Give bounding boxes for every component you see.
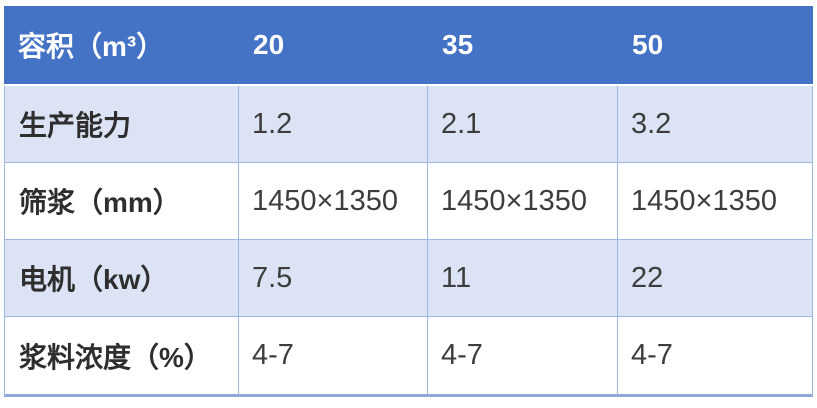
header-cell-model-20: 20 [253, 29, 285, 60]
value-cell: 22 [631, 261, 664, 294]
row-label: 生产能力 [5, 86, 239, 162]
value-cell: 4-7 [239, 317, 428, 394]
table-header-row: 容积（m³） 20 35 50 [4, 6, 813, 86]
table-row-screen-size: 筛浆（mm） 1450×1350 1450×1350 1450×1350 [5, 163, 812, 240]
header-cell-model-35: 35 [442, 29, 474, 60]
value-cell: 3.2 [631, 107, 672, 140]
product-spec-table: 容积（m³） 20 35 50 生产能力 1.2 2.1 3.2 筛浆（mm） … [4, 6, 813, 397]
value-cell: 1.2 [239, 86, 428, 162]
value-cell: 7.5 [239, 240, 428, 316]
header-cell-capacity: 容积（m³） [18, 31, 165, 62]
row-label: 电机（kw） [5, 240, 239, 316]
value-cell: 11 [428, 240, 618, 316]
header-cell-model-50: 50 [632, 29, 664, 60]
table-row-pulp-concentration: 浆料浓度（%） 4-7 4-7 4-7 [5, 317, 812, 394]
table-row-production-capacity: 生产能力 1.2 2.1 3.2 [5, 86, 812, 163]
table-body: 生产能力 1.2 2.1 3.2 筛浆（mm） 1450×1350 1450×1… [4, 86, 813, 397]
row-label: 筛浆（mm） [5, 163, 239, 239]
value-cell: 1450×1350 [631, 184, 777, 217]
value-cell: 4-7 [428, 317, 618, 394]
value-cell: 4-7 [631, 339, 673, 371]
row-label: 浆料浓度（%） [5, 317, 239, 394]
value-cell: 1450×1350 [428, 163, 618, 239]
table-row-motor-power: 电机（kw） 7.5 11 22 [5, 240, 812, 317]
value-cell: 2.1 [428, 86, 618, 162]
value-cell: 1450×1350 [239, 163, 428, 239]
